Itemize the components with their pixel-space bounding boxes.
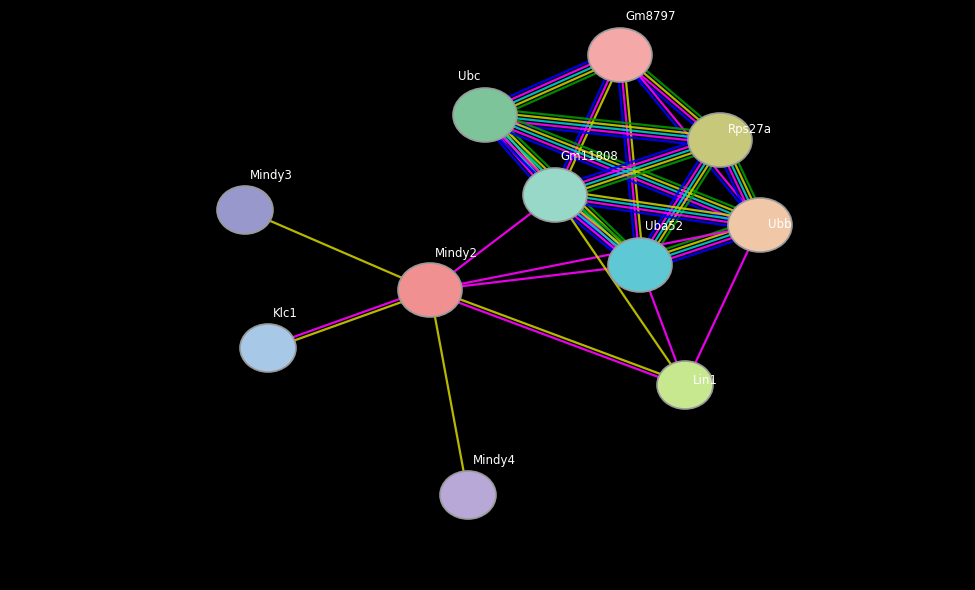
Ellipse shape [588,28,652,82]
Ellipse shape [657,361,713,409]
Text: Rps27a: Rps27a [728,123,772,136]
Ellipse shape [728,198,792,252]
Text: Mindy4: Mindy4 [473,454,516,467]
Text: Gm11808: Gm11808 [560,150,618,163]
Text: Mindy3: Mindy3 [250,169,292,182]
Ellipse shape [398,263,462,317]
Text: Gm8797: Gm8797 [625,10,676,23]
Ellipse shape [608,238,672,292]
Text: Ubc: Ubc [457,70,480,83]
Ellipse shape [240,324,296,372]
Text: Klc1: Klc1 [273,307,298,320]
Ellipse shape [688,113,752,167]
Ellipse shape [217,186,273,234]
Text: Mindy2: Mindy2 [435,247,478,260]
Text: Ubb: Ubb [768,218,792,231]
Ellipse shape [523,168,587,222]
Text: Lin1: Lin1 [693,373,718,386]
Text: Uba52: Uba52 [645,220,683,233]
Ellipse shape [453,88,517,142]
Ellipse shape [440,471,496,519]
